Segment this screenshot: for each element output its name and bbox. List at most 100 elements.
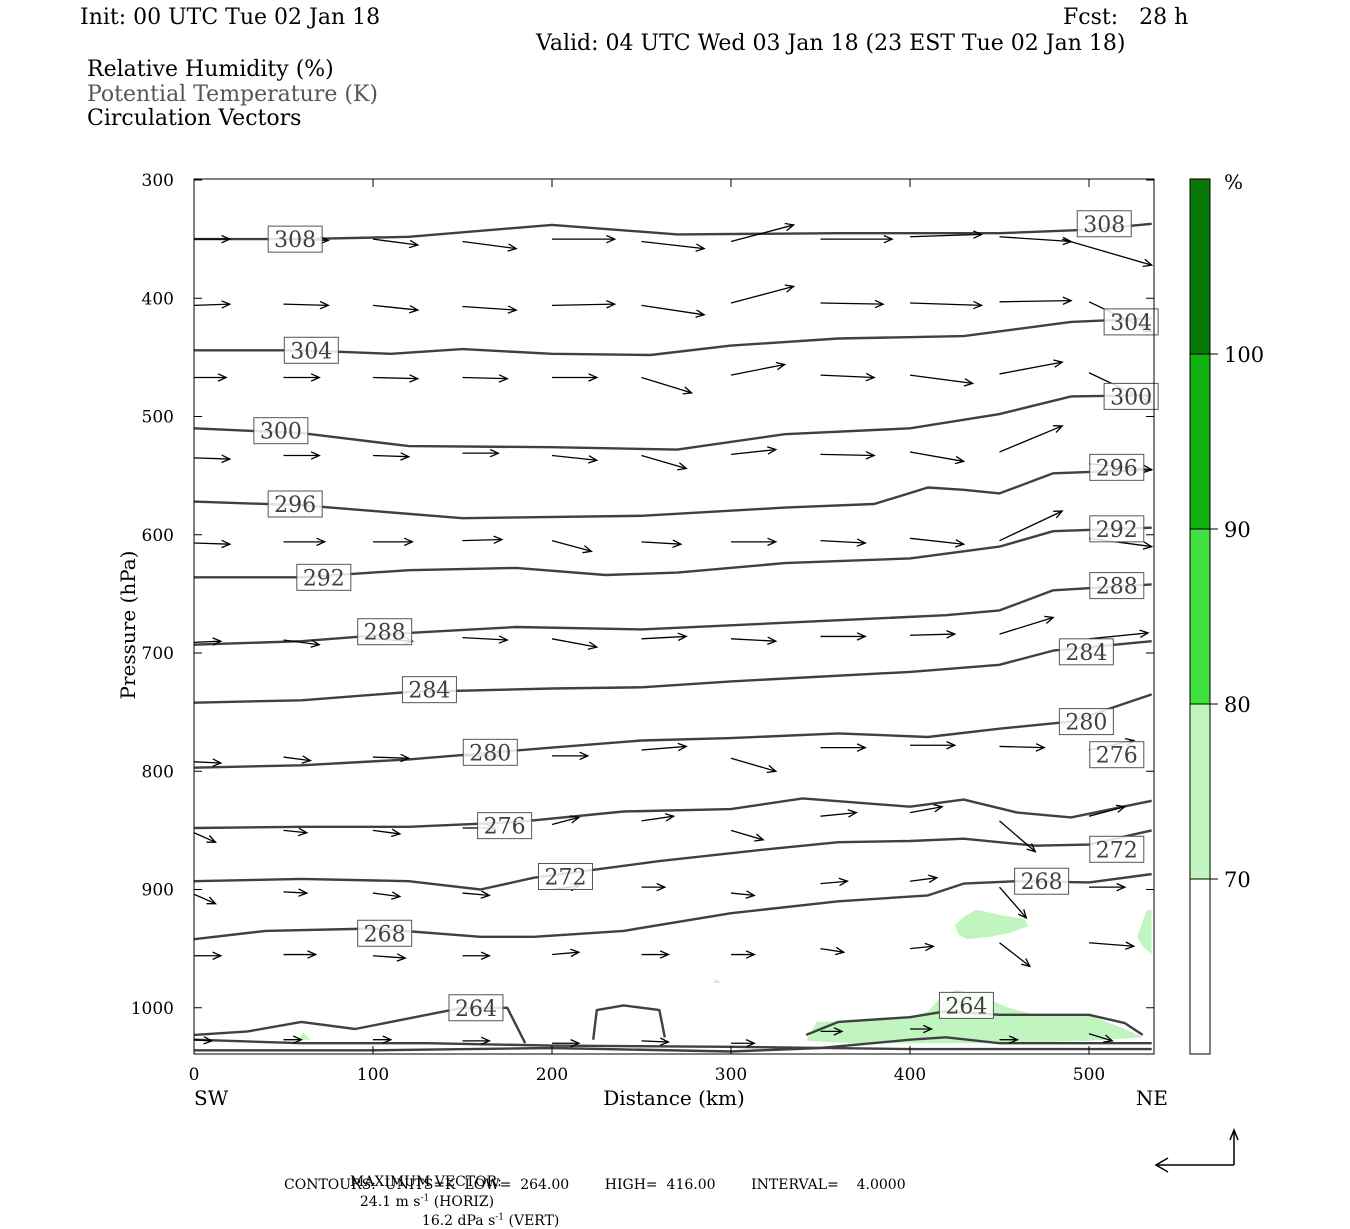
circulation-vector bbox=[373, 1035, 393, 1044]
circulation-vector bbox=[730, 757, 778, 774]
svg-text:292: 292 bbox=[1096, 518, 1138, 543]
theta-contour-300 bbox=[193, 394, 1152, 451]
reference-vector-icon bbox=[1154, 1127, 1239, 1173]
contour-label: 292 bbox=[1089, 515, 1145, 543]
circulation-vector bbox=[731, 950, 756, 959]
contour-label: 284 bbox=[1058, 638, 1114, 666]
circulation-vector bbox=[910, 1024, 934, 1034]
circulation-vector bbox=[193, 300, 232, 309]
circulation-vector bbox=[641, 950, 671, 959]
circulation-vector bbox=[910, 741, 957, 750]
circulation-vector bbox=[909, 374, 975, 387]
rh-shade-region bbox=[1137, 909, 1152, 955]
circulation-vector bbox=[1088, 804, 1127, 817]
svg-text:296: 296 bbox=[1096, 456, 1138, 481]
circulation-vector bbox=[999, 1035, 1019, 1044]
circulation-vector bbox=[909, 230, 984, 239]
y-tick-label: 1000 bbox=[131, 999, 174, 1019]
circulation-vector bbox=[193, 832, 217, 843]
contour-label: 264 bbox=[448, 994, 504, 1022]
circulation-vector bbox=[641, 539, 683, 549]
contour-label: 276 bbox=[1089, 741, 1145, 769]
theta-contour-272 bbox=[193, 829, 1152, 891]
y-tick-label: 600 bbox=[142, 526, 174, 546]
exponent-horiz: -1 bbox=[420, 1193, 430, 1203]
circulation-vector bbox=[820, 743, 867, 752]
svg-text:280: 280 bbox=[1065, 711, 1107, 736]
rh-shade-region bbox=[297, 1032, 311, 1040]
circulation-vector bbox=[193, 637, 223, 646]
circulation-vector bbox=[909, 629, 957, 639]
contour-label: 296 bbox=[267, 490, 323, 518]
forecast-hour: Fcst: 28 h bbox=[1063, 5, 1189, 30]
circulation-vector bbox=[820, 372, 876, 382]
circulation-vector bbox=[372, 953, 407, 962]
circulation-vector bbox=[820, 451, 876, 460]
circulation-vector bbox=[193, 893, 217, 905]
circulation-vector bbox=[372, 238, 420, 249]
theta-contour-264 bbox=[592, 1004, 666, 1040]
circulation-vector bbox=[730, 890, 756, 899]
contour-label: 288 bbox=[357, 618, 413, 646]
theta-contour-280 bbox=[193, 693, 1153, 769]
colorbar-level-label: 70 bbox=[1224, 868, 1251, 892]
svg-text:292: 292 bbox=[303, 566, 345, 591]
circulation-vector bbox=[731, 1039, 756, 1048]
circulation-vector bbox=[193, 758, 223, 767]
colorbar-unit: % bbox=[1224, 170, 1243, 194]
circulation-vector bbox=[641, 742, 688, 752]
svg-text:268: 268 bbox=[364, 922, 406, 947]
contour-label: 268 bbox=[357, 919, 413, 947]
circulation-vector bbox=[820, 538, 867, 547]
y-tick-label: 900 bbox=[142, 881, 174, 901]
circulation-vector bbox=[730, 284, 796, 304]
contour-label: 296 bbox=[1089, 453, 1145, 481]
circulation-vector bbox=[909, 300, 984, 310]
contour-label: 288 bbox=[1089, 572, 1145, 600]
svg-text:308: 308 bbox=[1083, 213, 1125, 238]
circulation-vector bbox=[909, 942, 935, 952]
y-tick-label: 500 bbox=[142, 408, 174, 428]
svg-text:304: 304 bbox=[290, 339, 332, 364]
circulation-vector bbox=[909, 874, 939, 883]
circulation-vector bbox=[909, 451, 966, 465]
rh-shade-region bbox=[713, 979, 721, 983]
contour-label: 280 bbox=[462, 738, 518, 766]
circulation-vector bbox=[552, 234, 617, 244]
svg-text:276: 276 bbox=[1096, 744, 1138, 769]
circulation-vector bbox=[283, 537, 327, 547]
theta-contour-304 bbox=[194, 317, 1152, 357]
theta-contour-292 bbox=[194, 526, 1152, 579]
y-tick-label: 700 bbox=[142, 644, 174, 664]
y-tick-label: 300 bbox=[142, 171, 174, 191]
svg-text:276: 276 bbox=[484, 815, 526, 840]
x-tick-label: 500 bbox=[1073, 1065, 1105, 1085]
colorbar: 70 80 90 100% bbox=[1189, 170, 1264, 1055]
colorbar-segment bbox=[1190, 704, 1210, 879]
circulation-vector bbox=[1088, 1033, 1114, 1043]
circulation-vector bbox=[999, 615, 1055, 635]
svg-text:284: 284 bbox=[1065, 641, 1107, 666]
svg-text:296: 296 bbox=[274, 493, 316, 518]
x-tick-label: 0 bbox=[189, 1065, 200, 1085]
max-vector-label: MAXIMUM VECTOR: bbox=[349, 1174, 502, 1190]
x-axis-title: Distance (km) bbox=[603, 1086, 745, 1110]
circulation-vector bbox=[730, 361, 787, 376]
cross-section-chart: 308 308 304 304 300 300 296 296 292 292 288 288 284 2… bbox=[116, 170, 1264, 1173]
rh-shading-layer bbox=[297, 909, 1152, 1044]
circulation-vector bbox=[999, 886, 1028, 920]
colorbar-segment bbox=[1190, 879, 1210, 1054]
x-tick-label: 300 bbox=[715, 1065, 747, 1085]
contour-label: 264 bbox=[938, 991, 994, 1019]
contour-label: 280 bbox=[1058, 708, 1114, 736]
circulation-vector bbox=[372, 891, 402, 900]
circulation-vector bbox=[730, 446, 778, 455]
circulation-vector bbox=[999, 236, 1073, 246]
contour-label: 272 bbox=[537, 862, 593, 890]
contour-label: 276 bbox=[477, 812, 533, 840]
contour-label: 308 bbox=[1076, 210, 1132, 238]
contour-labels-layer: 308 308 304 304 300 300 296 296 292 292 288 288 284 2… bbox=[253, 210, 1159, 1022]
circulation-vector bbox=[999, 743, 1046, 752]
valid-time: Valid: 04 UTC Wed 03 Jan 18 (23 EST Tue … bbox=[536, 31, 1126, 56]
svg-text:300: 300 bbox=[1110, 385, 1152, 410]
